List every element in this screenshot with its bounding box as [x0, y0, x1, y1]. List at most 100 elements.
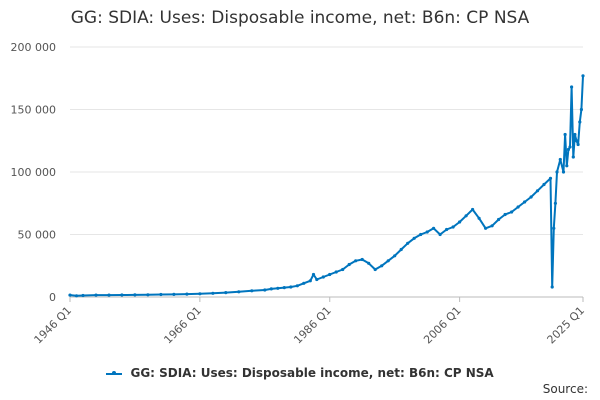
data-point — [172, 292, 176, 296]
series-line — [69, 75, 584, 297]
data-point — [386, 259, 390, 263]
data-point — [471, 207, 475, 212]
data-point — [548, 176, 553, 180]
data-point — [578, 120, 582, 124]
data-point — [510, 210, 514, 214]
data-point — [535, 189, 540, 193]
data-point — [159, 292, 163, 297]
data-point — [458, 220, 462, 224]
data-point — [74, 294, 79, 298]
data-point — [302, 281, 306, 285]
data-point — [224, 291, 228, 295]
data-point — [341, 267, 345, 272]
y-tick-label: 150 000 — [11, 104, 57, 117]
y-tick-label: 200 000 — [11, 41, 57, 54]
data-point — [120, 293, 124, 297]
data-point — [269, 287, 273, 291]
plot-area — [68, 74, 585, 298]
data-point — [566, 147, 571, 152]
data-point — [497, 217, 501, 222]
y-axis: 0 50 000 100 000 150 000 200 000 — [11, 41, 57, 304]
legend[interactable]: GG: SDIA: Uses: Disposable income, net: … — [0, 366, 600, 380]
data-point — [550, 285, 554, 289]
data-point — [107, 293, 111, 297]
data-point — [68, 293, 72, 297]
chart-title: GG: SDIA: Uses: Disposable income, net: … — [70, 8, 530, 28]
data-point — [198, 292, 202, 296]
data-point — [315, 277, 319, 282]
data-point — [399, 247, 403, 252]
data-point — [445, 227, 449, 232]
data-point — [438, 232, 442, 237]
data-point — [464, 214, 468, 218]
data-point — [354, 259, 358, 263]
data-point — [360, 257, 364, 262]
data-point — [237, 290, 241, 294]
data-point — [571, 155, 575, 159]
data-point — [419, 232, 423, 237]
data-point — [553, 201, 558, 205]
data-point — [334, 270, 338, 274]
data-point — [211, 291, 215, 295]
data-point — [561, 170, 566, 174]
data-point — [393, 254, 397, 258]
data-point — [558, 157, 562, 162]
grid-lines — [70, 46, 583, 298]
x-tick-label: 2006 Q1 — [421, 304, 464, 347]
data-point — [542, 182, 546, 187]
data-point — [574, 139, 579, 143]
data-point — [552, 226, 556, 230]
data-point — [289, 285, 293, 289]
data-point — [81, 293, 85, 298]
data-point — [529, 195, 533, 199]
y-tick-label: 0 — [49, 291, 56, 304]
data-point — [94, 293, 98, 297]
x-axis: 1946 Q1 1966 Q1 1986 Q1 2006 Q1 2025 Q1 — [32, 297, 588, 347]
data-point — [412, 236, 416, 240]
data-point — [185, 292, 189, 296]
data-point — [347, 262, 351, 267]
data-point — [432, 226, 436, 230]
data-point — [563, 132, 567, 137]
data-point — [568, 145, 572, 149]
x-tick-label: 1966 Q1 — [161, 304, 204, 347]
data-point — [484, 226, 488, 230]
data-point — [565, 164, 569, 168]
data-point — [250, 289, 254, 293]
data-point — [308, 279, 312, 283]
data-point — [451, 225, 455, 229]
data-point — [295, 284, 299, 288]
data-point — [146, 293, 150, 297]
x-tick-label: 2025 Q1 — [545, 304, 588, 347]
data-point — [380, 264, 384, 268]
legend-swatch — [106, 370, 123, 375]
x-tick-label: 1986 Q1 — [291, 304, 334, 347]
y-tick-label: 50 000 — [18, 229, 57, 242]
data-point — [503, 212, 507, 217]
data-point — [311, 272, 316, 277]
data-point — [328, 272, 332, 277]
data-point — [523, 200, 527, 204]
data-point — [490, 224, 494, 228]
data-point — [367, 261, 371, 265]
data-point — [321, 275, 325, 279]
y-tick-label: 100 000 — [11, 166, 57, 179]
data-point — [555, 170, 559, 174]
data-point — [425, 230, 429, 234]
data-point — [516, 205, 520, 209]
data-point — [576, 142, 580, 147]
data-point — [581, 74, 585, 78]
data-point — [263, 288, 267, 292]
data-point — [579, 107, 584, 112]
data-point — [406, 241, 410, 245]
data-point — [373, 267, 377, 272]
source-label: Source: — [542, 382, 588, 396]
data-point — [133, 293, 137, 297]
data-point — [477, 216, 481, 220]
data-point — [276, 286, 280, 290]
data-point — [573, 132, 577, 137]
data-point — [570, 85, 574, 89]
x-tick-label: 1946 Q1 — [32, 304, 75, 347]
data-point — [282, 286, 286, 290]
